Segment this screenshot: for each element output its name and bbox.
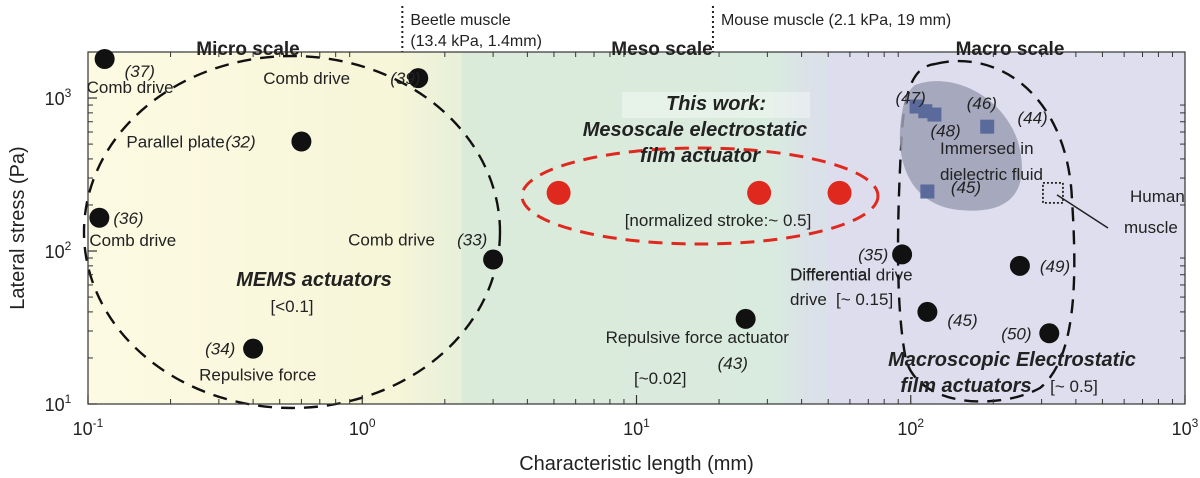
point-ref-2: (39) — [390, 69, 420, 88]
data-point-2 — [408, 68, 429, 89]
data-marks — [89, 48, 1109, 359]
immersed-ref-4: (44) — [1017, 109, 1047, 128]
immersed-point-3 — [927, 107, 942, 122]
point-label-4: Comb drive — [89, 231, 176, 250]
immersed-ref-2: (46) — [967, 94, 997, 113]
y-tick-label-3: 103 — [45, 86, 72, 109]
immersed-ref-1: (47) — [896, 89, 926, 108]
this-work-text-bg — [622, 92, 810, 118]
data-point-5 — [483, 249, 504, 270]
this-work-ellipse — [520, 146, 880, 246]
immersed-ref-5: (45) — [951, 178, 981, 197]
point-label-3: Parallel plate — [126, 132, 224, 151]
x-tick-label-1: 10-1 — [73, 416, 104, 439]
human-muscle-leader — [1056, 194, 1109, 229]
immersed-point-4 — [980, 119, 995, 134]
point-ref-4: (36) — [113, 209, 143, 228]
scale-regions — [88, 52, 1185, 404]
annotations: Micro scale Meso scale Macro scale Beetle m… — [87, 12, 1185, 397]
point-ref-5: (33) — [457, 231, 487, 250]
point-label-2: Comb drive — [263, 69, 350, 88]
reference-label-1: Beetle muscle — [410, 12, 511, 29]
data-point-3 — [291, 131, 312, 152]
x-tick-label-5: 103 — [1172, 416, 1199, 439]
region-1 — [88, 52, 462, 404]
region-2 — [461, 52, 829, 404]
this-work-title-line3: film actuator — [640, 145, 761, 167]
point-label-1: Comb drive — [87, 78, 174, 97]
x-tick-label-4: 102 — [897, 416, 924, 439]
x-axis-label: Characteristic length (mm) — [519, 453, 754, 475]
immersed-sublabel: dielectric fluid — [940, 165, 1043, 184]
plot-background — [88, 52, 1185, 404]
reference-sublabel-1: (13.4 kPa, 1.4mm) — [410, 33, 542, 50]
data-point-9 — [917, 301, 938, 322]
region-title-2: Meso scale — [611, 39, 712, 60]
point-ref-6: (34) — [205, 340, 235, 359]
differential-sublabel: drive — [790, 290, 827, 309]
this-work-point-3 — [827, 180, 852, 205]
human-muscle-marker — [1042, 181, 1064, 204]
point-ref-11: (50) — [1001, 324, 1031, 343]
point-ref-9: (45) — [947, 311, 977, 330]
data-point-6 — [243, 338, 264, 359]
immersed-label: Immersed in — [940, 139, 1034, 158]
point-label-5: Comb drive — [348, 231, 435, 250]
x-tick-label-3: 101 — [623, 416, 650, 439]
differential-stroke: [~ 0.15] — [836, 290, 893, 309]
data-point-8 — [892, 244, 913, 265]
human-muscle-sublabel: muscle — [1124, 218, 1178, 237]
macro-title-line2: film actuators — [900, 375, 1031, 397]
point-label-6: Repulsive force — [199, 366, 316, 385]
point-ref-1: (37) — [125, 62, 155, 81]
this-work-point-2 — [747, 180, 772, 205]
mems-ellipse — [82, 54, 502, 410]
data-point-4 — [89, 207, 110, 228]
point-label-7: Repulsive force actuator — [606, 328, 790, 347]
macro-title: Macroscopic Electrostatic — [888, 349, 1136, 371]
macro-stroke: [~ 0.5] — [1050, 377, 1098, 396]
y-axis-label: Lateral stress (Pa) — [7, 146, 29, 309]
region-title-1: Micro scale — [196, 39, 300, 60]
immersed-ref-3: (48) — [930, 122, 960, 141]
x-tick-label-2: 100 — [349, 416, 376, 439]
human-muscle-label: Human — [1130, 187, 1185, 206]
repulsive-stroke: [~0.02] — [634, 369, 686, 388]
point-label-8: Differential drive — [790, 265, 913, 284]
data-point-10 — [1009, 255, 1030, 276]
point-ref-8: (35) — [858, 245, 888, 264]
point-ref-10: (49) — [1040, 257, 1070, 276]
reference-label-2: Mouse muscle (2.1 kPa, 19 mm) — [721, 12, 951, 29]
mems-title: MEMS actuators — [236, 269, 392, 291]
data-point-1 — [94, 48, 115, 69]
region-title-3: Macro scale — [956, 39, 1065, 60]
point-ref-3: (32) — [225, 132, 255, 151]
region-3 — [828, 52, 1185, 404]
immersed-point-5 — [920, 184, 935, 199]
data-point-11 — [1039, 323, 1060, 344]
this-work-point-1 — [546, 180, 571, 205]
data-point-7 — [735, 308, 756, 329]
normalized-stroke-label: [normalized stroke:~ 0.5] — [625, 211, 812, 230]
y-tick-label-1: 101 — [45, 392, 72, 415]
differential-label: Differential — [790, 265, 871, 284]
point-ref-7: (43) — [718, 354, 748, 373]
axes: 10-1 100 101 102 103 101 102 103 Characteristic … — [7, 6, 1199, 475]
mems-stroke: [<0.1] — [270, 297, 313, 316]
this-work-title-line2: Mesoscale electrostatic — [583, 119, 808, 141]
this-work-title: This work: — [666, 93, 766, 115]
y-tick-label-2: 102 — [45, 239, 72, 262]
